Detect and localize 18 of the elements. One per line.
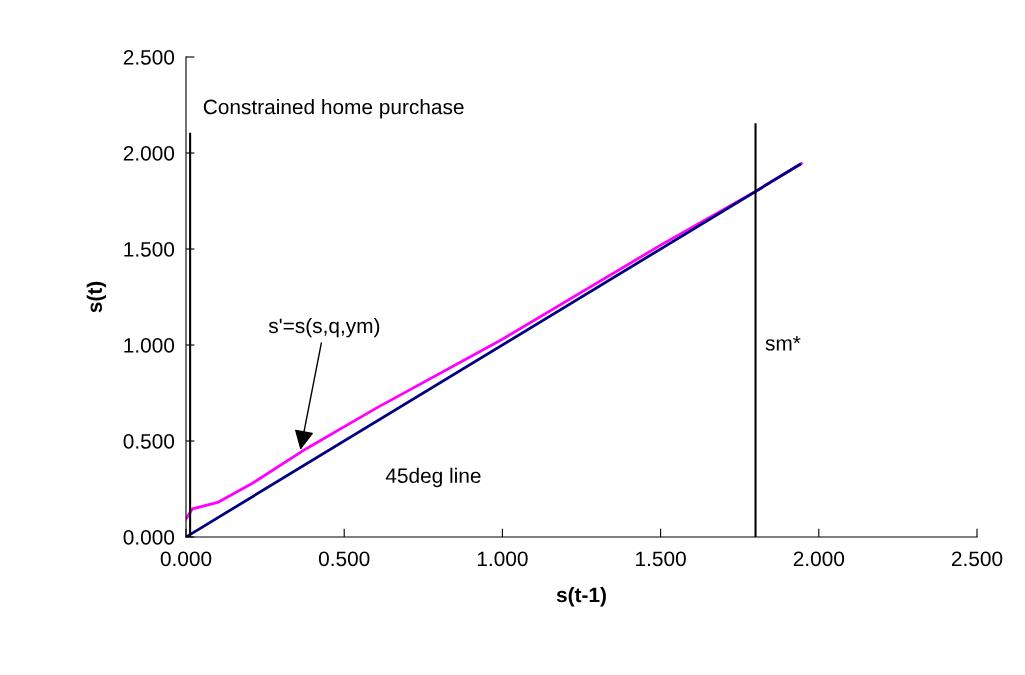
x-tick-label: 0.500 [318, 551, 370, 567]
x-tick-label: 1.500 [636, 551, 686, 567]
y-tick-label: 0.500 [123, 434, 175, 449]
x-tick-label: 2.000 [793, 551, 845, 567]
ref-line-label: Constrained home purchase [203, 99, 464, 119]
annotation: 45deg line [385, 467, 481, 488]
annotation: s'=s(s,q,ym) [268, 317, 380, 338]
x-tick-label: 2.500 [951, 551, 1003, 567]
y-tick-label: 0.000 [123, 530, 175, 545]
x-tick-label: 1.000 [477, 551, 528, 567]
x-tick-label: 0.000 [160, 551, 212, 567]
y-tick-label: 2.500 [123, 50, 175, 65]
y-tick-label: 1.500 [124, 242, 175, 257]
x-axis-title: s(t-1) [556, 586, 606, 607]
y-tick-label: 2.000 [123, 146, 175, 161]
y-tick-label: 1.000 [124, 338, 175, 353]
y-axis-title: s(t) [86, 281, 107, 313]
ref-line-label: sm* [765, 336, 801, 351]
